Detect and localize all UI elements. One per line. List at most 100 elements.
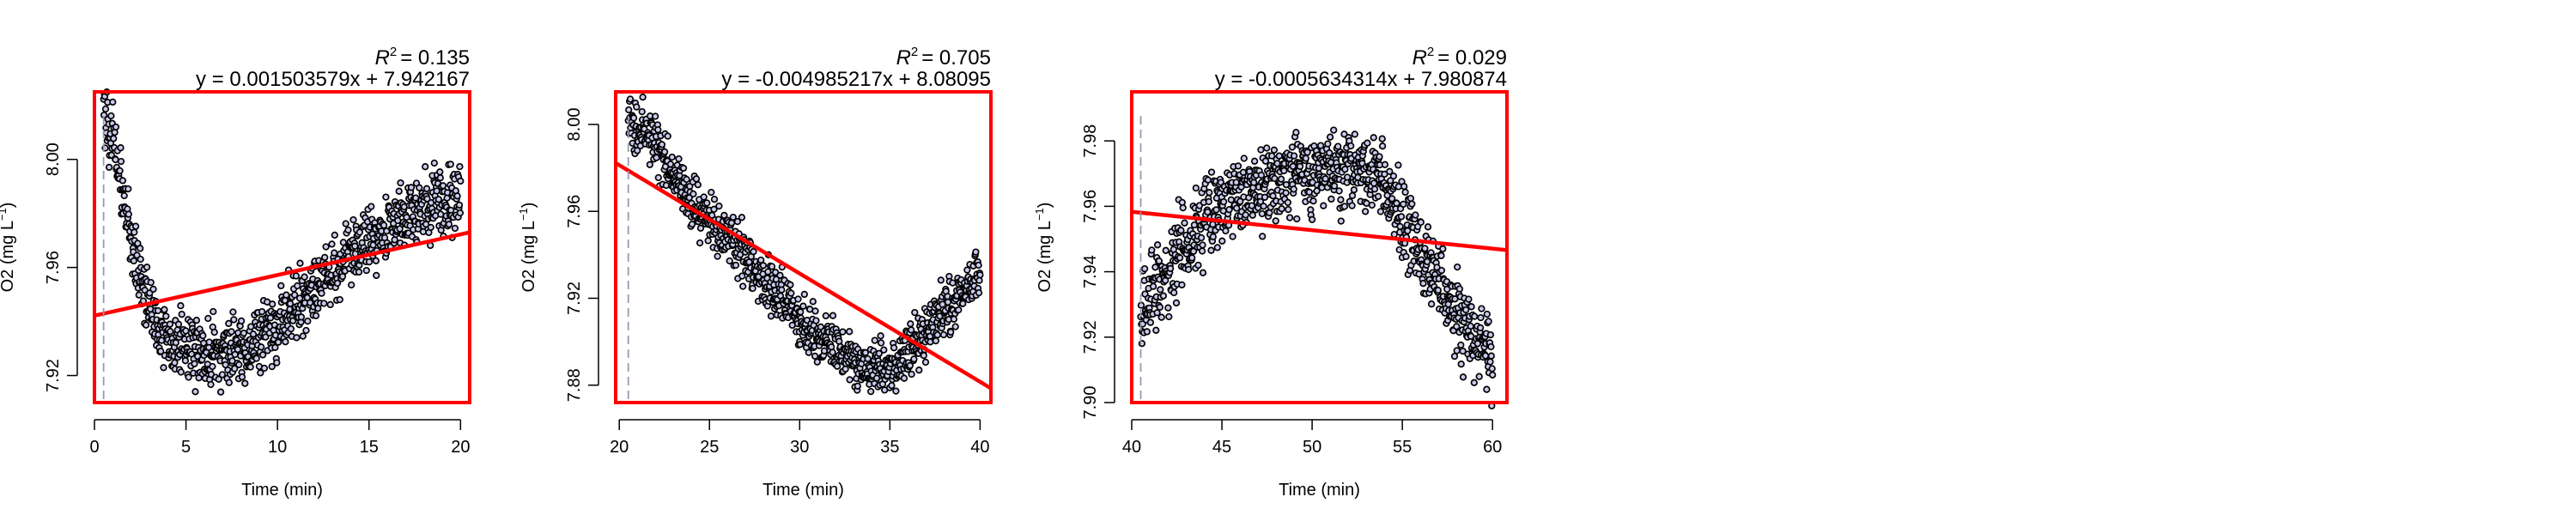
y-tick-label: 7.96	[1081, 190, 1100, 223]
data-point	[1204, 176, 1212, 184]
data-point	[1207, 168, 1216, 176]
data-point	[846, 328, 854, 336]
data-point	[416, 184, 423, 191]
data-point	[1483, 310, 1491, 318]
regression-equation: y = -0.0005634314x + 7.980874	[1215, 68, 1507, 91]
regression-line-group	[614, 161, 993, 391]
data-point	[1364, 139, 1371, 147]
data-point	[1324, 140, 1332, 148]
data-point	[240, 329, 248, 337]
data-point	[1164, 304, 1172, 312]
data-point	[117, 144, 125, 152]
data-point	[652, 112, 659, 120]
data-point	[1427, 300, 1436, 308]
data-point	[633, 103, 641, 111]
data-point	[147, 278, 155, 287]
data-point	[257, 369, 264, 377]
data-point	[391, 236, 398, 244]
regression-line	[94, 230, 471, 318]
data-point	[238, 373, 246, 381]
data-point	[1172, 299, 1181, 307]
data-point	[1234, 162, 1242, 170]
data-point	[218, 371, 227, 379]
data-point	[738, 272, 746, 280]
data-point	[1308, 215, 1316, 223]
data-point	[1453, 347, 1461, 354]
data-point	[732, 261, 740, 270]
data-point	[297, 313, 306, 321]
x-axis: 20 25 30 35 40	[610, 419, 990, 457]
data-point	[1151, 264, 1159, 271]
data-point	[434, 196, 443, 203]
data-point	[892, 387, 900, 395]
y-axis-label-close: )	[0, 203, 17, 209]
x-axis: 40 45 50 55 60	[1122, 419, 1502, 457]
y-axis-label: O2 (mg L−1)	[517, 203, 538, 293]
data-point	[1475, 373, 1483, 380]
data-point	[1303, 148, 1311, 156]
data-point	[249, 330, 258, 338]
data-point	[1412, 211, 1419, 219]
data-point	[225, 319, 233, 328]
data-point	[339, 239, 348, 246]
r-squared-label: R2 = 0.135	[375, 45, 470, 70]
data-points	[1137, 126, 1497, 409]
data-point	[911, 308, 919, 317]
data-point	[395, 187, 403, 195]
data-point	[321, 253, 329, 262]
data-point	[1242, 211, 1249, 219]
data-point	[696, 224, 705, 232]
data-point	[185, 373, 192, 381]
data-point	[172, 339, 179, 347]
data-point	[668, 153, 676, 161]
x-tick-label: 10	[268, 438, 287, 457]
data-point	[947, 328, 955, 336]
data-point	[1179, 203, 1187, 212]
data-point	[380, 221, 388, 229]
data-point	[1192, 184, 1200, 192]
data-point	[1292, 129, 1300, 136]
data-point	[125, 210, 132, 218]
data-point	[397, 179, 404, 187]
data-point	[1170, 288, 1178, 297]
data-point	[767, 312, 775, 320]
data-point	[302, 326, 310, 335]
data-point	[1149, 282, 1157, 290]
data-point	[829, 312, 837, 319]
data-point	[626, 95, 635, 103]
data-point	[660, 148, 669, 156]
data-point	[666, 161, 675, 168]
data-point	[1290, 152, 1298, 160]
data-point	[654, 173, 662, 182]
data-point	[269, 300, 276, 308]
data-point	[822, 312, 829, 320]
data-point	[1296, 162, 1304, 171]
data-point	[445, 221, 453, 228]
y-tick-label: 8.00	[44, 142, 63, 176]
x-tick-label: 25	[700, 438, 719, 457]
data-point	[326, 300, 334, 309]
data-point	[258, 351, 267, 359]
data-point	[839, 328, 847, 336]
data-point	[1232, 179, 1240, 186]
data-point	[787, 289, 795, 297]
x-tick-label: 5	[181, 438, 191, 457]
data-point	[1280, 167, 1288, 175]
data-point	[154, 306, 162, 315]
data-point	[1406, 194, 1415, 203]
data-point	[639, 94, 647, 101]
r-squared-value: = 0.029	[1437, 46, 1507, 70]
data-point	[1290, 185, 1297, 193]
data-point	[252, 354, 260, 362]
data-point	[664, 132, 671, 140]
data-point	[1337, 217, 1345, 225]
data-point	[304, 317, 312, 325]
data-point	[675, 154, 683, 163]
data-point	[653, 154, 660, 161]
data-point	[900, 374, 908, 382]
data-point	[1423, 258, 1431, 265]
y-tick-label: 7.96	[44, 251, 63, 284]
data-point	[1258, 209, 1266, 218]
regression-line-group	[1131, 209, 1508, 252]
data-point	[1178, 281, 1186, 289]
